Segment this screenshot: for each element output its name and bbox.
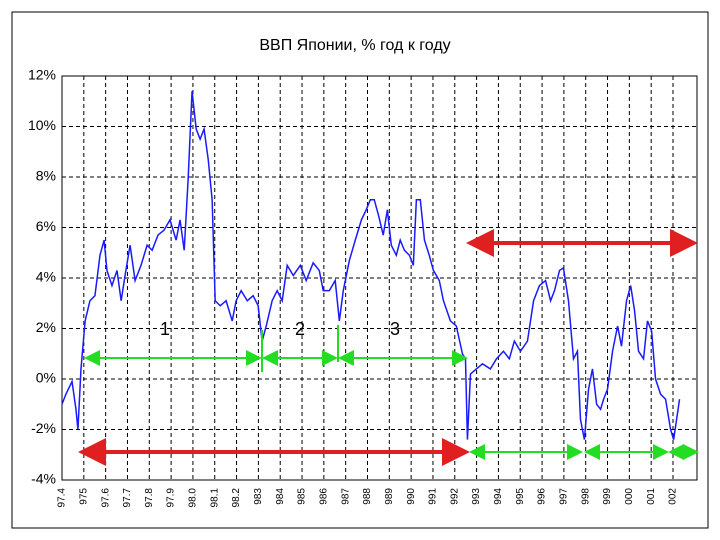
y-tick-label: 12% [28,67,56,83]
x-tick-label: 98.1 [209,488,220,508]
x-tick-label: 990 [406,488,417,505]
x-tick-label: 992 [449,488,460,505]
y-tick-label: -2% [31,420,56,436]
x-tick-label: 994 [493,488,504,505]
x-tick-label: 993 [471,488,482,505]
annotation: 1 [160,319,170,339]
x-tick-label: 999 [602,488,613,505]
period-arrows [78,229,699,466]
x-tick-label: 985 [297,488,308,505]
plot-border [61,75,698,481]
x-tick-label: 996 [537,488,548,505]
y-tick-label: 6% [36,218,56,234]
y-tick-label: 0% [36,370,56,386]
x-tick-label: 984 [275,488,286,505]
data-line [61,91,681,440]
x-tick-label: 983 [253,488,264,505]
chart-title: ВВП Японии, % год к году [259,37,450,54]
x-tick-label: 001 [646,488,657,505]
x-tick-label: 97.8 [144,488,155,508]
x-tick-label: 97.7 [122,488,133,508]
x-tick-label: 97.6 [100,488,111,508]
x-tick-label: 997 [559,488,570,505]
x-tick-label: 998 [580,488,591,505]
x-tick-label: 986 [318,488,329,505]
x-tick-label: 98.0 [188,488,199,508]
x-tick-label: 000 [624,488,635,505]
x-tick-label: 995 [515,488,526,505]
y-tick-label: 2% [36,319,56,335]
y-tick-label: 10% [28,117,56,133]
x-tick-label: 002 [668,488,679,505]
x-tick-label: 97.4 [57,488,68,508]
x-tick-label: 97.9 [166,488,177,508]
y-tick-label: -4% [31,471,56,487]
y-tick-label: 4% [36,269,56,285]
x-tick-label: 988 [362,488,373,505]
x-tick-label: 991 [428,488,439,505]
y-tick-label: 8% [36,168,56,184]
x-tick-label: 989 [384,488,395,505]
x-tick-label: 987 [340,488,351,505]
x-tick-label: 98.2 [231,488,242,508]
x-tick-label: 975 [78,488,89,505]
